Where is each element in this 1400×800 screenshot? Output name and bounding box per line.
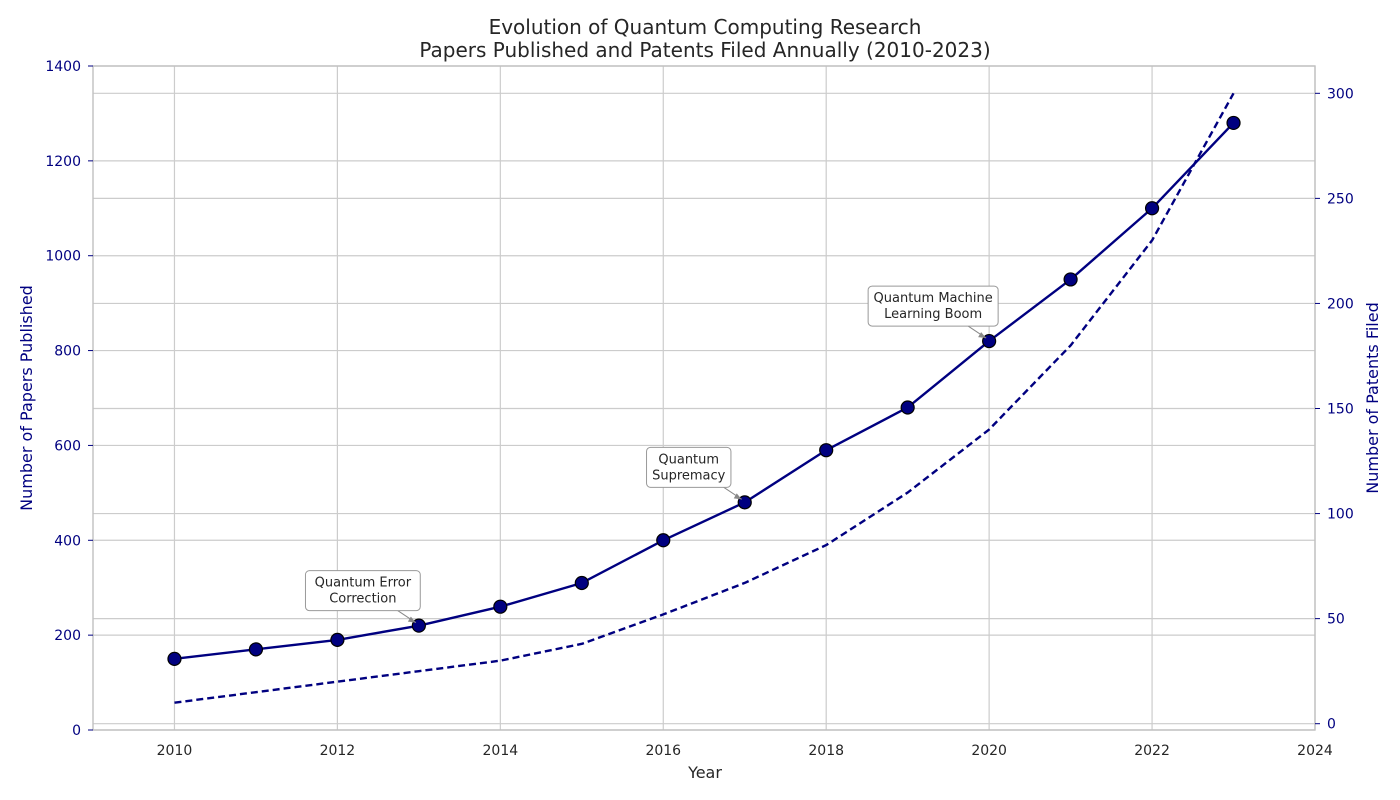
x-tick-label: 2014 bbox=[483, 743, 519, 759]
annotation-arrowhead bbox=[978, 332, 987, 339]
papers-data-point bbox=[1226, 115, 1241, 131]
papers-data-point bbox=[1063, 272, 1078, 287]
papers-data-point bbox=[248, 642, 264, 657]
chart-title-line2: Papers Published and Patents Filed Annua… bbox=[419, 38, 990, 62]
x-tick-label: 2024 bbox=[1297, 743, 1333, 759]
annotation-box bbox=[304, 570, 421, 612]
x-tick-label: 2022 bbox=[1134, 743, 1170, 759]
annotation-text: Supremacy bbox=[652, 468, 726, 483]
patents-series-line bbox=[174, 92, 1235, 704]
papers-series-line bbox=[174, 122, 1235, 661]
annotation-text: Quantum bbox=[658, 452, 719, 467]
y-left-tick-label: 200 bbox=[54, 628, 81, 644]
y-left-tick-label: 1400 bbox=[45, 59, 81, 75]
papers-data-point bbox=[819, 443, 834, 458]
y-right-tick-label: 0 bbox=[1327, 717, 1336, 733]
y-left-tick-label: 600 bbox=[54, 438, 81, 454]
x-tick-label: 2020 bbox=[971, 743, 1007, 759]
y-right-tick-label: 200 bbox=[1327, 296, 1354, 312]
x-tick-label: 2010 bbox=[157, 743, 193, 759]
papers-data-point bbox=[1144, 201, 1160, 216]
annotation-arrowhead bbox=[407, 616, 416, 623]
y-left-tick-label: 1200 bbox=[45, 154, 81, 170]
tick-labels: 2010 2012 2014 2016 2018 2020 2022 2024 0 200 400 6… bbox=[45, 59, 1353, 759]
papers-data-point bbox=[330, 632, 345, 647]
y-left-tick-label: 1000 bbox=[45, 249, 81, 265]
plot-frame bbox=[92, 65, 1316, 731]
papers-data-point bbox=[656, 533, 671, 548]
x-axis-label: Year bbox=[687, 763, 722, 782]
annotation-box bbox=[646, 446, 732, 488]
y-right-tick-label: 300 bbox=[1327, 86, 1354, 102]
annotation-text: Quantum Error bbox=[315, 576, 412, 591]
annotation-arrowhead bbox=[733, 493, 742, 500]
series-layer bbox=[167, 92, 1241, 704]
y-right-tick-label: 100 bbox=[1327, 507, 1354, 523]
y-left-tick-label: 400 bbox=[54, 533, 81, 549]
y-right-tick-label: 250 bbox=[1327, 191, 1354, 207]
y-axis-label-left: Number of Papers Published bbox=[17, 285, 36, 511]
annotation-text: Correction bbox=[329, 592, 396, 607]
annotation-text: Learning Boom bbox=[884, 307, 982, 322]
annotation-text: Quantum Machine bbox=[874, 291, 993, 306]
y-left-tick-label: 0 bbox=[72, 723, 81, 739]
annotation-box bbox=[867, 285, 999, 327]
papers-data-point bbox=[900, 400, 915, 415]
chart-title-line1: Evolution of Quantum Computing Research bbox=[489, 15, 922, 39]
papers-data-point bbox=[574, 575, 589, 591]
plot-border bbox=[92, 65, 1316, 731]
y-right-tick-label: 150 bbox=[1327, 402, 1354, 418]
x-tick-label: 2016 bbox=[645, 743, 681, 759]
papers-data-point bbox=[493, 599, 508, 614]
papers-data-point bbox=[167, 651, 182, 666]
grid-lines bbox=[93, 65, 1316, 731]
x-tick-label: 2018 bbox=[808, 743, 844, 759]
y-right-tick-label: 50 bbox=[1327, 612, 1345, 628]
y-axis-label-right: Number of Patents Filed bbox=[1363, 302, 1382, 493]
y-left-tick-label: 800 bbox=[54, 344, 81, 360]
x-tick-label: 2012 bbox=[320, 743, 356, 759]
